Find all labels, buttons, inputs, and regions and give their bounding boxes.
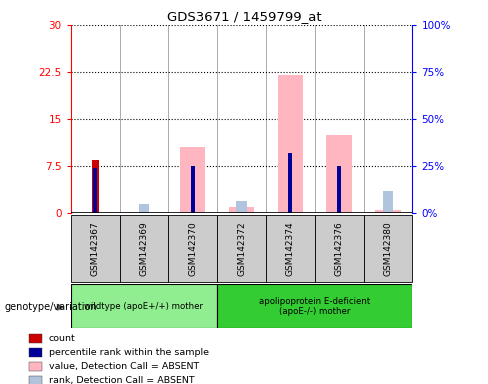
Bar: [29, 362, 42, 371]
Text: genotype/variation: genotype/variation: [5, 302, 98, 312]
Bar: [29, 334, 42, 343]
Bar: [168, 215, 217, 282]
Text: percentile rank within the sample: percentile rank within the sample: [49, 348, 208, 357]
Text: GSM142367: GSM142367: [91, 221, 100, 276]
Text: GSM142369: GSM142369: [140, 221, 148, 276]
Bar: [236, 201, 247, 213]
Text: GSM142376: GSM142376: [335, 221, 344, 276]
Bar: [229, 207, 254, 213]
Bar: [139, 204, 149, 213]
Bar: [375, 210, 401, 213]
Bar: [326, 135, 352, 213]
Bar: [71, 284, 217, 328]
Text: rank, Detection Call = ABSENT: rank, Detection Call = ABSENT: [49, 376, 194, 384]
Bar: [337, 166, 341, 213]
Text: wildtype (apoE+/+) mother: wildtype (apoE+/+) mother: [84, 302, 203, 311]
Bar: [278, 75, 303, 213]
Bar: [266, 215, 315, 282]
Text: GDS3671 / 1459799_at: GDS3671 / 1459799_at: [167, 10, 321, 23]
Bar: [217, 215, 266, 282]
Text: GSM142370: GSM142370: [188, 221, 197, 276]
Bar: [29, 348, 42, 358]
Bar: [120, 215, 168, 282]
Text: count: count: [49, 334, 75, 343]
Text: apolipoprotein E-deficient
(apoE-/-) mother: apolipoprotein E-deficient (apoE-/-) mot…: [259, 296, 370, 316]
Bar: [288, 153, 292, 213]
Text: value, Detection Call = ABSENT: value, Detection Call = ABSENT: [49, 362, 199, 371]
Bar: [191, 166, 195, 213]
Text: GSM142374: GSM142374: [286, 221, 295, 276]
Bar: [71, 215, 120, 282]
Bar: [180, 147, 205, 213]
Bar: [217, 284, 412, 328]
Bar: [93, 168, 97, 213]
Bar: [383, 192, 393, 213]
Text: GSM142372: GSM142372: [237, 221, 246, 276]
Text: GSM142380: GSM142380: [384, 221, 392, 276]
Bar: [364, 215, 412, 282]
Bar: [29, 376, 42, 384]
Bar: [315, 215, 364, 282]
Bar: [92, 160, 99, 213]
